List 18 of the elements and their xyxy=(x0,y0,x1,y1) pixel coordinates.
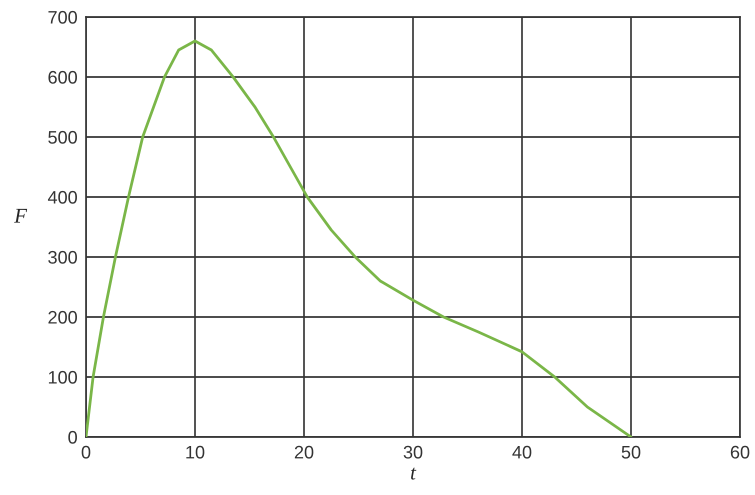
x-tick-label: 60 xyxy=(730,446,750,459)
y-tick-label: 500 xyxy=(48,130,77,144)
y-tick-label: 200 xyxy=(48,310,77,324)
y-tick-label: 300 xyxy=(48,250,77,264)
y-tick-label: 400 xyxy=(48,190,77,204)
y-tick-label: 0 xyxy=(68,430,77,444)
y-tick-label: 100 xyxy=(48,370,77,384)
x-tick-label: 50 xyxy=(622,446,640,459)
x-tick-label: 30 xyxy=(404,446,422,459)
x-tick-label: 20 xyxy=(294,446,314,459)
x-axis-title: t xyxy=(411,468,416,480)
line-series xyxy=(86,40,632,437)
x-tick-label: 10 xyxy=(186,446,204,459)
x-tick-label: 40 xyxy=(512,446,532,459)
y-axis-title: F xyxy=(14,208,28,223)
y-tick-label: 600 xyxy=(48,70,77,84)
x-tick-label: 0 xyxy=(82,446,90,459)
y-tick-label: 700 xyxy=(48,10,77,24)
